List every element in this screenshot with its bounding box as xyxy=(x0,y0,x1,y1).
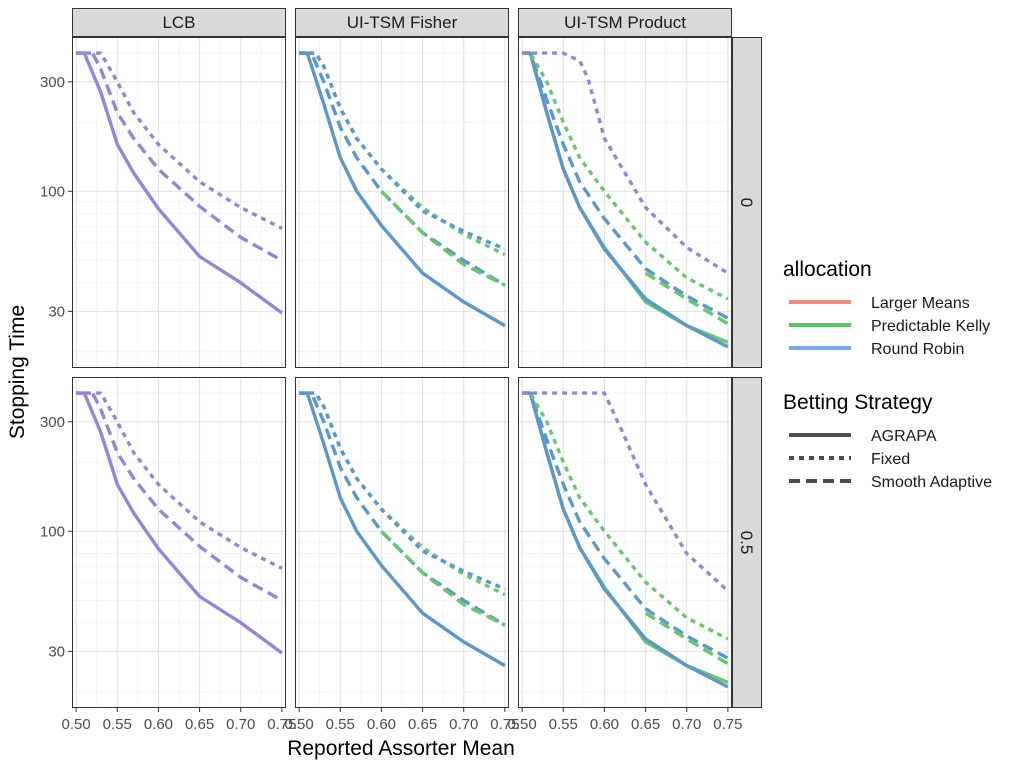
x-tick-label: 0.70 xyxy=(449,716,478,733)
strip-background xyxy=(295,8,509,37)
x-tick-label: 0.50 xyxy=(62,716,91,733)
x-tick-label: 0.65 xyxy=(185,716,214,733)
x-tick-label: 0.60 xyxy=(367,716,396,733)
x-tick-label: 0.70 xyxy=(672,716,701,733)
series-lines xyxy=(522,391,730,689)
x-tick-label: 0.75 xyxy=(713,716,742,733)
panel-border xyxy=(518,37,732,368)
series-line-smooth-adaptive xyxy=(299,391,506,627)
legend-title-betting-strategy: Betting Strategy xyxy=(783,391,933,414)
legend-label: Fixed xyxy=(871,451,910,468)
series-lines xyxy=(76,391,283,655)
row-strip-label: 0.5 xyxy=(737,531,756,555)
y-tick-label: 100 xyxy=(40,523,65,540)
legend: allocation Larger Means Predictable Kelly R… xyxy=(783,258,992,491)
panel-ui-tsm-fisher-row-0 xyxy=(295,37,509,368)
series-line-agrapa xyxy=(522,391,729,689)
x-tick-label: 0.60 xyxy=(144,716,173,733)
y-tick-label: 30 xyxy=(48,643,65,660)
series-line-agrapa xyxy=(76,51,283,315)
x-tick-label: 0.75 xyxy=(490,716,519,733)
y-tick-label: 100 xyxy=(40,183,65,200)
y-tick-label: 300 xyxy=(40,74,65,91)
y-axis-title: Stopping Time xyxy=(6,305,29,439)
series-line-agrapa xyxy=(522,51,729,349)
strip-row-0: 0 xyxy=(732,37,762,368)
legend-label: Predictable Kelly xyxy=(871,318,990,335)
strip-background xyxy=(72,8,286,37)
x-tick-label: 0.50 xyxy=(508,716,537,733)
panel-border xyxy=(72,377,286,708)
series-line-agrapa xyxy=(299,391,506,668)
panel-border xyxy=(72,37,286,368)
strip-lcb: LCB xyxy=(72,8,286,37)
strip-row-0-5: 0.5 xyxy=(732,377,762,708)
strip-ui-tsm-fisher: UI-TSM Fisher xyxy=(295,8,509,37)
legend-title-allocation: allocation xyxy=(783,258,872,281)
series-lines xyxy=(299,391,506,668)
legend-label: AGRAPA xyxy=(871,428,937,445)
axes: 30 100 300 30 100 300 0.50 0.55 0.60 0.65 0.70 0.75… xyxy=(40,74,743,733)
x-tick-label: 0.65 xyxy=(631,716,660,733)
series-line-fixed xyxy=(522,51,729,275)
strip-ui-tsm-product: UI-TSM Product xyxy=(518,8,732,37)
facet-strips: LCB UI-TSM Fisher UI-TSM Product 0 0.5 xyxy=(72,8,762,708)
column-strip-label: UI-TSM Fisher xyxy=(347,13,458,32)
x-tick-label: 0.70 xyxy=(226,716,255,733)
series-line-smooth-adaptive xyxy=(522,51,729,320)
x-tick-label: 0.75 xyxy=(267,716,296,733)
panels-layer xyxy=(72,37,732,708)
legend-label: Round Robin xyxy=(871,341,964,358)
series-line-fixed xyxy=(522,391,730,593)
strip-background xyxy=(732,37,762,368)
legend-label: Larger Means xyxy=(871,295,970,312)
legend-label: Smooth Adaptive xyxy=(871,474,992,491)
panel-ui-tsm-product-row-0 xyxy=(518,37,732,368)
series-line-fixed xyxy=(522,51,729,301)
column-strip-label: LCB xyxy=(162,13,195,32)
x-tick-label: 0.55 xyxy=(549,716,578,733)
gridlines xyxy=(72,377,286,708)
series-line-agrapa xyxy=(299,51,506,328)
series-line-fixed xyxy=(299,391,506,591)
series-line-fixed xyxy=(76,51,283,230)
series-line-fixed xyxy=(76,391,283,570)
series-line-agrapa xyxy=(76,391,283,655)
series-line-fixed xyxy=(522,391,729,641)
legend-allocation: allocation Larger Means Predictable Kelly R… xyxy=(783,258,990,358)
y-tick-label: 30 xyxy=(48,303,65,320)
series-line-smooth-adaptive xyxy=(76,391,283,602)
panel-lcb-row-0 xyxy=(72,37,286,368)
x-tick-label: 0.65 xyxy=(408,716,437,733)
row-strip-label: 0 xyxy=(737,198,756,207)
x-axis-title: Reported Assorter Mean xyxy=(287,737,515,760)
panel-border xyxy=(295,37,509,368)
x-tick-label: 0.60 xyxy=(590,716,619,733)
gridlines xyxy=(518,377,732,708)
series-line-smooth-adaptive xyxy=(76,51,283,262)
series-line-smooth-adaptive xyxy=(299,51,506,287)
x-tick-label: 0.55 xyxy=(326,716,355,733)
x-tick-label: 0.55 xyxy=(103,716,132,733)
panel-lcb-row-0-5 xyxy=(72,377,286,708)
legend-betting-strategy: Betting Strategy AGRAPA Fixed Smooth Adapti… xyxy=(783,391,992,491)
series-line-fixed xyxy=(299,51,506,251)
column-strip-label: UI-TSM Product xyxy=(564,13,686,32)
panel-border xyxy=(518,377,732,708)
panel-ui-tsm-fisher-row-0-5 xyxy=(295,377,509,708)
gridlines xyxy=(295,377,509,708)
strip-background xyxy=(732,377,762,708)
panel-border xyxy=(295,377,509,708)
panel-ui-tsm-product-row-0-5 xyxy=(518,377,732,708)
series-lines xyxy=(522,51,729,349)
y-tick-label: 300 xyxy=(40,414,65,431)
series-line-smooth-adaptive xyxy=(522,391,729,660)
strip-background xyxy=(518,8,732,37)
series-lines xyxy=(299,51,506,328)
series-lines xyxy=(76,51,283,315)
x-tick-label: 0.50 xyxy=(285,716,314,733)
